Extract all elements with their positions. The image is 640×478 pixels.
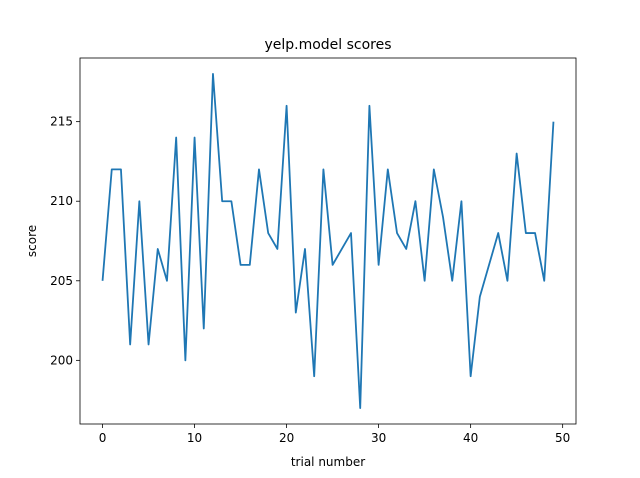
y-tick-label: 200 bbox=[50, 353, 73, 367]
x-tick-label: 10 bbox=[187, 431, 202, 445]
plot-area-frame bbox=[79, 57, 577, 425]
y-tick-label: 210 bbox=[50, 194, 73, 208]
y-tick-label: 205 bbox=[50, 274, 73, 288]
y-tick-label: 215 bbox=[50, 115, 73, 129]
x-tick-label: 0 bbox=[99, 431, 107, 445]
y-axis-label: score bbox=[25, 225, 39, 257]
chart-title: yelp.model scores bbox=[264, 37, 391, 53]
x-tick-label: 20 bbox=[279, 431, 294, 445]
x-tick-label: 50 bbox=[555, 431, 570, 445]
score-series-line bbox=[101, 73, 555, 409]
x-axis-label: trial number bbox=[291, 455, 365, 469]
x-tick-label: 30 bbox=[371, 431, 386, 445]
x-tick-label: 40 bbox=[463, 431, 478, 445]
